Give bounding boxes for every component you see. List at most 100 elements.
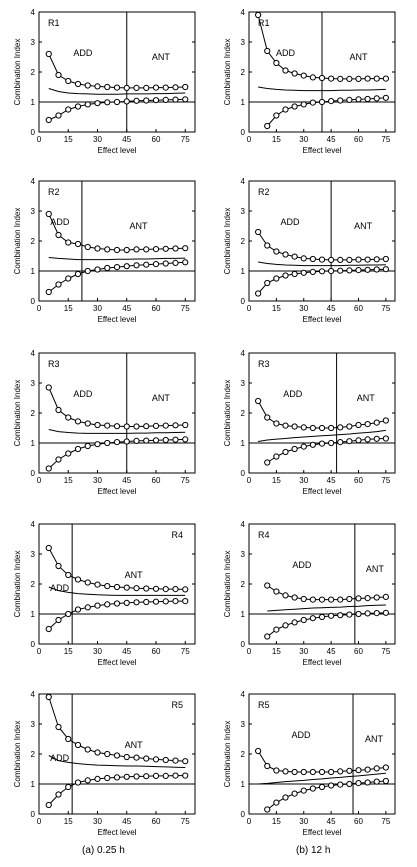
panel-label: R1	[48, 18, 60, 28]
data-point-upper	[182, 83, 189, 91]
data-point-lower	[133, 262, 140, 269]
data-point-lower	[300, 787, 307, 794]
data-point-lower	[113, 264, 121, 271]
data-point-upper	[355, 767, 362, 774]
y-tick-label: 1	[31, 98, 36, 107]
data-point-lower	[65, 610, 72, 618]
x-tick-label: 75	[181, 135, 190, 144]
data-point-lower	[162, 436, 169, 444]
data-point-upper	[364, 766, 371, 773]
x-tick-label: 0	[37, 817, 42, 826]
panel-label: R2	[258, 187, 270, 197]
chart-panel-r1-a: 0 1 2 3 4 0 15 30 45 60 75 Effect level Combination …	[13, 8, 196, 155]
data-point-upper	[373, 765, 380, 772]
x-tick-label: 75	[381, 476, 390, 485]
add-region-label: ADD	[73, 389, 93, 399]
data-point-lower	[282, 622, 289, 629]
data-point-upper	[264, 582, 271, 589]
plot-frame	[38, 180, 196, 302]
data-point-lower	[104, 439, 111, 447]
data-point-upper	[104, 83, 111, 91]
y-tick-label: 0	[31, 297, 36, 306]
y-tick-label: 2	[31, 68, 36, 77]
data-point-upper	[355, 595, 362, 602]
series-line-mean	[48, 257, 186, 261]
data-point-upper	[364, 75, 371, 82]
data-point-lower	[373, 435, 380, 442]
data-point-upper	[382, 593, 389, 601]
data-point-lower	[337, 439, 344, 446]
data-point-upper	[309, 768, 316, 776]
data-point-lower	[182, 436, 189, 443]
y-tick-label: 3	[241, 379, 246, 388]
data-point-lower	[162, 260, 169, 267]
x-tick-label: 0	[37, 647, 42, 656]
data-point-lower	[123, 773, 130, 780]
data-point-lower	[74, 606, 82, 613]
y-tick-label: 3	[241, 38, 246, 47]
data-point-lower	[282, 106, 289, 113]
data-point-lower	[346, 780, 353, 788]
ant-region-label: ANT	[354, 221, 373, 231]
data-point-upper	[84, 82, 91, 89]
data-point-lower	[55, 112, 62, 119]
data-point-lower	[172, 259, 179, 266]
data-point-lower	[94, 266, 101, 273]
caption-left: (a) 0.25 h	[82, 845, 125, 856]
data-point-lower	[152, 97, 160, 104]
chart-panel-r2-a: 0 1 2 3 4 0 15 30 45 60 75 Effect level Combination …	[13, 177, 196, 324]
data-point-lower	[74, 270, 82, 278]
y-tick-label: 3	[31, 379, 36, 388]
y-tick-label: 2	[241, 580, 246, 589]
data-point-upper	[152, 756, 160, 763]
chart-panel-r4-a: 0 1 2 3 4 0 15 30 45 60 75 Effect level Combination …	[13, 520, 196, 667]
x-tick-label: 15	[272, 135, 281, 144]
data-point-upper	[152, 246, 160, 253]
data-point-upper	[84, 579, 91, 586]
data-point-lower	[364, 779, 371, 786]
data-point-upper	[65, 77, 72, 85]
y-tick-label: 2	[31, 750, 36, 759]
y-tick-label: 2	[31, 237, 36, 246]
data-point-lower	[84, 777, 91, 784]
data-point-upper	[152, 585, 160, 592]
x-tick-label: 45	[122, 304, 131, 313]
data-point-lower	[104, 99, 111, 106]
y-tick-label: 4	[31, 8, 36, 17]
x-tick-label: 0	[37, 476, 42, 485]
y-tick-label: 1	[31, 267, 36, 276]
add-region-label: ADD	[283, 389, 303, 399]
data-point-upper	[273, 767, 280, 774]
chart-panel-r5-a: 0 1 2 3 4 0 15 30 45 60 75 Effect level Combination …	[13, 690, 196, 837]
x-axis-label: Effect level	[303, 315, 342, 324]
y-tick-label: 4	[31, 520, 36, 529]
data-point-lower	[123, 263, 130, 270]
data-point-lower	[65, 106, 72, 113]
plot-frame	[38, 11, 196, 133]
data-point-upper	[355, 256, 362, 263]
data-point-upper	[346, 767, 353, 774]
x-tick-label: 75	[381, 304, 390, 313]
data-point-upper	[273, 248, 280, 255]
data-point-lower	[74, 779, 82, 786]
x-tick-label: 75	[381, 817, 390, 826]
series-line-upper	[48, 547, 186, 590]
series-line-mean	[258, 429, 386, 442]
data-point-upper	[337, 256, 344, 263]
data-point-upper	[45, 544, 52, 552]
data-point-upper	[346, 595, 353, 603]
y-tick-label: 4	[241, 177, 246, 186]
data-point-lower	[55, 791, 62, 798]
data-point-lower	[355, 610, 362, 618]
data-point-upper	[172, 245, 179, 252]
data-point-lower	[133, 773, 140, 780]
data-point-lower	[273, 626, 280, 633]
data-point-lower	[123, 438, 130, 445]
data-point-upper	[382, 75, 389, 82]
data-point-lower	[282, 272, 289, 279]
data-point-lower	[162, 598, 169, 605]
data-point-lower	[94, 602, 101, 609]
data-point-lower	[143, 437, 150, 444]
data-point-upper	[113, 583, 121, 591]
data-point-lower	[318, 783, 326, 791]
